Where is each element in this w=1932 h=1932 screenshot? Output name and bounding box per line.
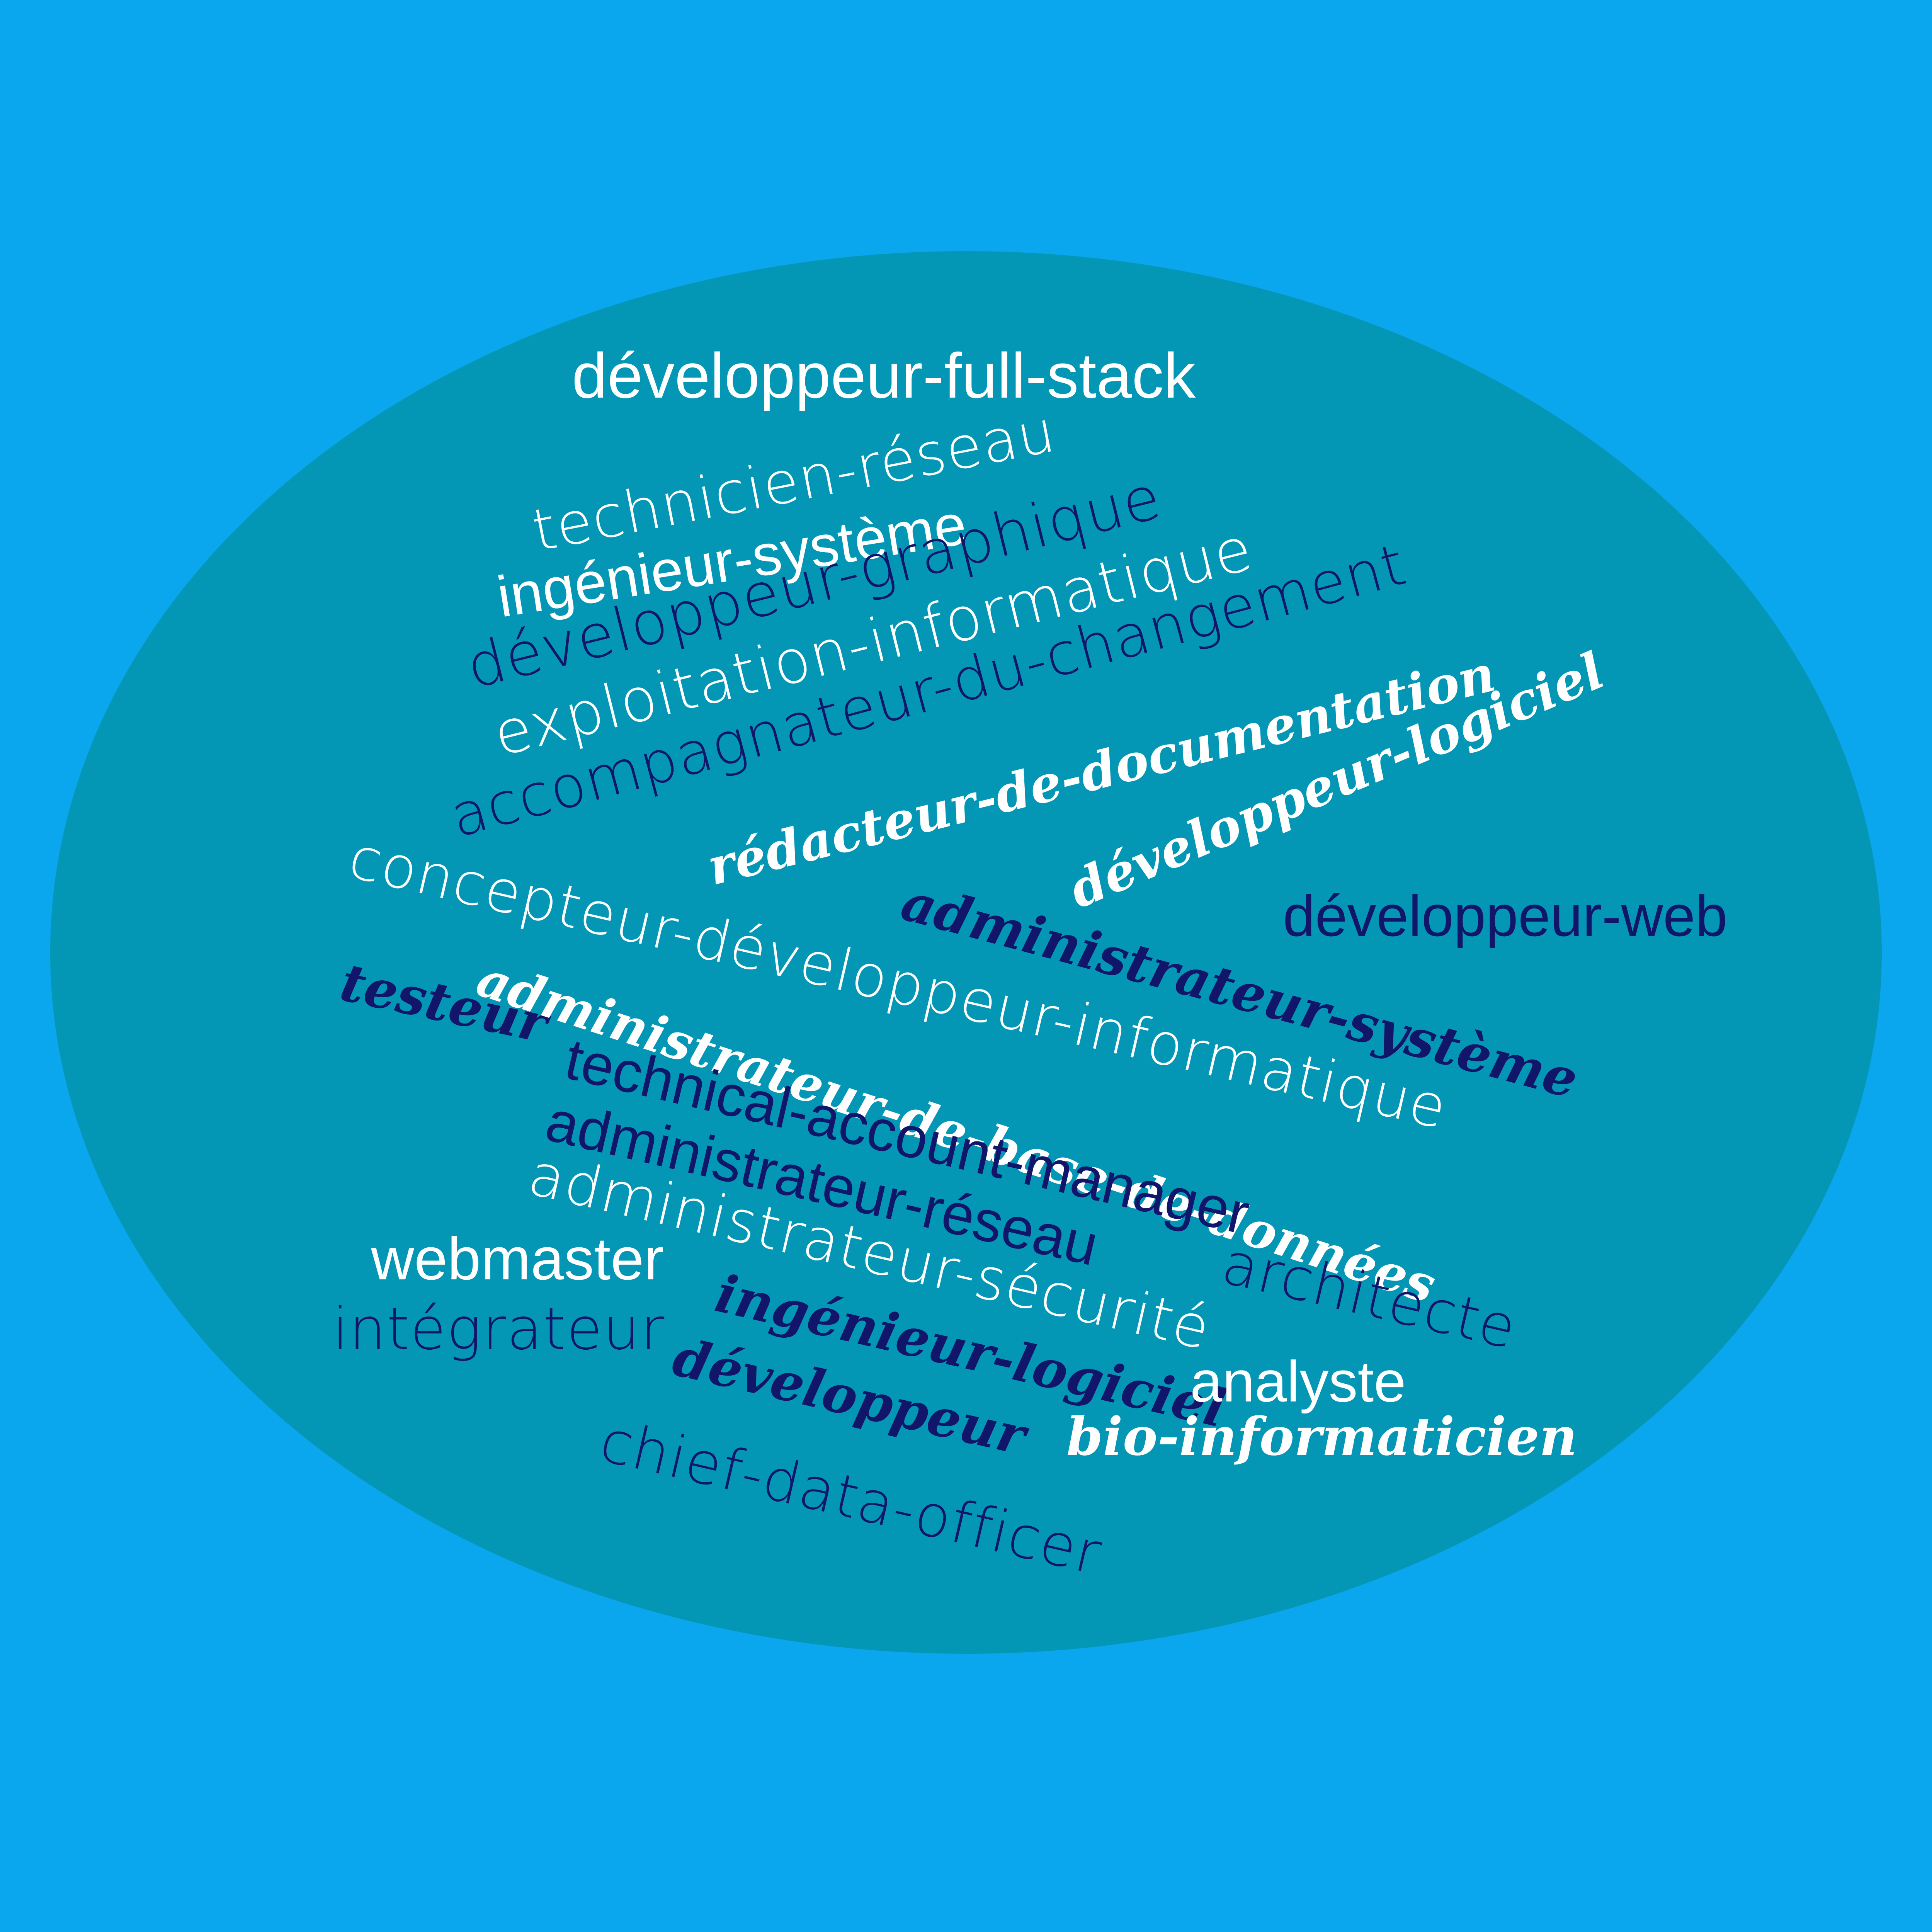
word-developpeur-web: développeur-web [1283,883,1728,948]
word-integrateur: intégrateur [332,1296,665,1363]
word-developpeur-full-stack: développeur-full-stack [572,340,1196,411]
word-analyste: analyste [1190,1349,1406,1414]
cloud-shape [50,251,1882,1654]
word-webmaster: webmaster [371,1225,664,1292]
word-bio-informaticien: bio-informaticien [1066,1406,1577,1467]
